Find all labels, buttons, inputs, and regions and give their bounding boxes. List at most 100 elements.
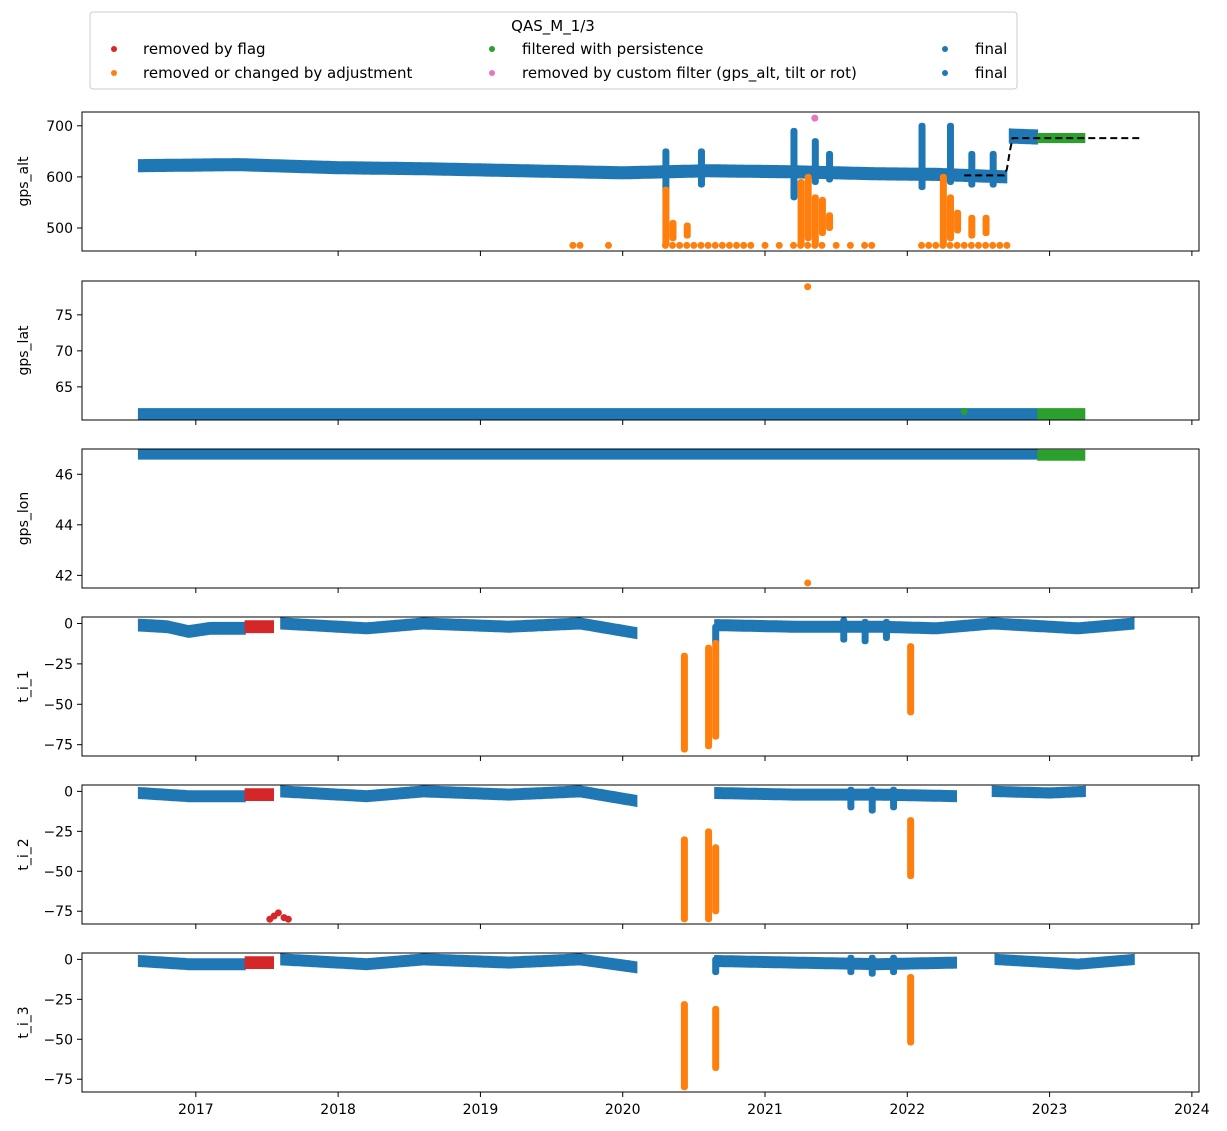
plot-area	[137, 449, 1086, 587]
data-point	[811, 114, 819, 122]
data-spike	[954, 209, 962, 234]
y-tick-label: 0	[64, 616, 73, 632]
data-spike	[804, 173, 812, 242]
data-spike	[982, 214, 990, 237]
data-spike	[712, 639, 720, 740]
axes-frame	[81, 616, 1200, 757]
x-tick-label: 2022	[889, 1102, 925, 1118]
data-point	[569, 241, 577, 249]
data-spike	[946, 122, 954, 186]
data-band	[137, 786, 246, 803]
data-spike	[968, 150, 976, 188]
y-tick-label: 42	[55, 568, 73, 584]
data-point	[818, 241, 826, 249]
series-band-3	[714, 955, 957, 971]
x-tick-label: 2024	[1174, 1102, 1210, 1118]
data-band	[280, 953, 638, 974]
legend-label-removed-by-flag: removed by flag	[143, 40, 266, 58]
data-spike	[705, 644, 713, 750]
data-point	[804, 283, 812, 291]
series-band-5	[991, 785, 1086, 799]
series-spikes-6	[662, 173, 990, 247]
data-spike	[989, 150, 997, 188]
data-band	[280, 617, 638, 640]
series-points-3	[804, 283, 812, 291]
legend-label-final-2: final	[975, 64, 1007, 82]
data-spike	[890, 786, 898, 811]
series-spikes-1	[662, 122, 997, 201]
data-spike	[907, 643, 915, 716]
series-spikes-5	[680, 639, 915, 753]
panel-t-i-2: 0 −25 −50 −75 t_i_2	[16, 784, 1200, 929]
data-spike	[826, 150, 834, 183]
y-tick-label: −25	[43, 824, 73, 840]
legend: QAS_M_1/3 removed by flag removed or cha…	[89, 11, 1018, 90]
data-point	[725, 241, 733, 249]
y-tick-label: −25	[43, 657, 73, 673]
data-point	[982, 241, 990, 249]
y-axis-label: t_i_3	[16, 1006, 32, 1038]
data-point	[711, 241, 719, 249]
axes-frame	[81, 952, 1200, 1093]
panel-gps-alt: 500 600 700 gps_alt	[16, 111, 1200, 256]
data-spike	[669, 219, 677, 242]
data-spike	[683, 222, 691, 239]
data-point	[733, 241, 741, 249]
data-spike	[939, 173, 947, 247]
y-tick-label: 600	[46, 170, 73, 186]
y-tick-label: 70	[55, 344, 73, 360]
data-point	[274, 909, 282, 917]
data-point	[946, 241, 954, 249]
x-tick-label: 2019	[463, 1102, 499, 1118]
panel-gps-lat: 65 70 75 gps_lat	[16, 280, 1200, 425]
data-point	[832, 241, 840, 249]
data-spike	[840, 617, 848, 643]
data-point	[284, 915, 292, 923]
data-spike	[847, 786, 855, 811]
y-tick-label: 65	[55, 380, 73, 396]
data-spike	[907, 817, 915, 880]
y-tick-label: 0	[64, 952, 73, 968]
data-band	[244, 788, 274, 801]
legend-label-filtered-persistence: filtered with persistence	[522, 40, 703, 58]
series-band-2	[280, 953, 638, 974]
data-spike	[797, 179, 805, 247]
y-tick-label: 700	[46, 119, 73, 135]
series-spikes-6	[680, 973, 915, 1091]
y-tick-label: −75	[43, 738, 73, 754]
plot-area	[137, 283, 1086, 420]
data-point	[925, 241, 933, 249]
y-axis-label: gps_lat	[16, 325, 32, 376]
plot-area	[137, 953, 1135, 1091]
y-tick-label: 500	[46, 221, 73, 237]
data-spike	[811, 138, 819, 186]
legend-frame	[89, 11, 1018, 90]
data-spike	[662, 148, 670, 196]
series-band-0	[137, 954, 246, 971]
series-band-0	[137, 618, 246, 638]
y-axis-label: gps_alt	[16, 156, 32, 207]
series-band-0	[137, 786, 246, 803]
series-band-3	[280, 785, 638, 808]
data-point	[868, 241, 876, 249]
data-point	[861, 241, 869, 249]
series-dashed-4	[964, 137, 1143, 177]
data-spike	[712, 844, 720, 915]
data-spike	[811, 194, 819, 247]
data-band	[1037, 408, 1086, 420]
series-row-5	[569, 241, 1011, 249]
y-tick-label: −75	[43, 1072, 73, 1088]
data-point	[996, 241, 1004, 249]
series-band-4	[994, 953, 1135, 970]
data-point	[989, 241, 997, 249]
panel-gps-lon: 42 44 46 gps_lon	[16, 448, 1200, 593]
data-point	[960, 407, 968, 415]
data-point	[747, 241, 755, 249]
data-spike	[868, 954, 876, 977]
data-spike	[697, 148, 705, 188]
data-band	[137, 954, 246, 971]
data-point	[967, 241, 975, 249]
series-band-0	[137, 408, 1039, 420]
data-spike	[868, 786, 876, 814]
